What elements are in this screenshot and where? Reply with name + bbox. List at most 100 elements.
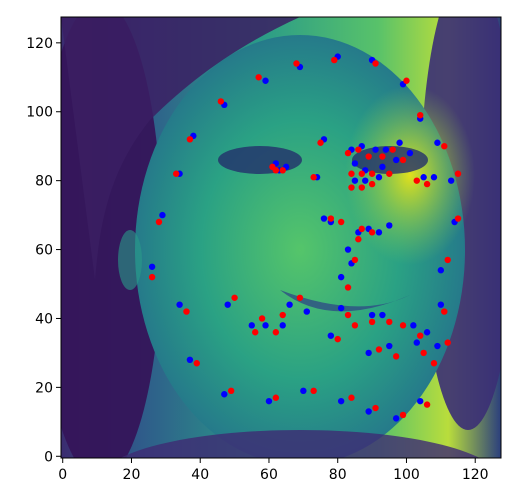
keypoint-marker [396, 139, 403, 146]
keypoint-marker [399, 411, 407, 419]
keypoint-marker [372, 60, 379, 67]
keypoint-marker [327, 332, 335, 339]
keypoint-marker [279, 311, 286, 319]
keypoint-marker [413, 339, 420, 346]
keypoint-marker [217, 98, 225, 105]
keypoint-marker [348, 170, 355, 177]
keypoint-marker [399, 322, 407, 329]
keypoint-marker [430, 174, 438, 181]
keypoint-marker [279, 167, 286, 174]
keypoint-marker [227, 387, 235, 395]
keypoint-marker [252, 329, 259, 336]
keypoint-marker [417, 111, 424, 119]
keypoint-marker [272, 329, 280, 336]
keypoint-marker [386, 222, 393, 229]
keypoint-marker [337, 273, 345, 281]
keypoint-marker [437, 301, 445, 308]
keypoint-marker [372, 404, 379, 412]
keypoint-marker [172, 170, 180, 177]
x-tick-label: 20 [123, 467, 141, 483]
keypoint-marker [348, 184, 355, 191]
keypoint-marker [444, 256, 451, 264]
keypoint-marker [410, 322, 417, 329]
keypoint-marker [344, 149, 352, 157]
x-tick-label: 80 [329, 467, 347, 483]
keypoint-marker [317, 139, 324, 146]
keypoint-marker [406, 149, 414, 157]
keypoint-marker [379, 153, 386, 160]
keypoint-marker [437, 267, 445, 274]
keypoint-markers [148, 53, 462, 422]
keypoint-marker [258, 315, 266, 322]
y-axis: 0 20 40 60 80 100 120 [26, 36, 61, 465]
keypoint-marker [327, 215, 335, 222]
keypoint-marker [176, 301, 183, 308]
keypoint-marker [423, 180, 431, 188]
keypoint-marker [255, 74, 262, 81]
keypoint-marker [348, 394, 355, 401]
keypoint-marker [368, 180, 376, 188]
keypoint-marker [344, 311, 352, 319]
keypoint-marker [430, 360, 438, 367]
keypoint-marker [365, 153, 372, 160]
keypoint-marker [382, 146, 390, 153]
keypoint-marker [159, 211, 166, 219]
keypoint-marker [389, 146, 396, 153]
keypoint-marker [420, 174, 427, 181]
y-tick-label: 100 [26, 105, 53, 121]
keypoint-marker [368, 229, 376, 236]
keypoint-marker [272, 394, 280, 401]
keypoint-marker [186, 136, 194, 143]
keypoint-marker [148, 263, 156, 270]
keypoint-marker [379, 163, 386, 171]
plot-frame [60, 16, 502, 459]
keypoint-marker [420, 349, 427, 357]
keypoint-marker [355, 146, 362, 153]
keypoint-marker [375, 346, 383, 353]
y-tick-label: 40 [35, 311, 53, 327]
keypoint-marker [413, 177, 420, 184]
keypoint-marker [441, 308, 448, 315]
keypoint-marker [186, 356, 194, 364]
keypoint-marker [365, 408, 372, 415]
keypoint-marker [375, 174, 383, 181]
keypoint-marker [351, 160, 359, 167]
keypoint-marker [224, 301, 231, 308]
keypoint-marker [183, 308, 190, 315]
y-tick-label: 120 [26, 36, 53, 52]
keypoint-marker [403, 77, 410, 84]
keypoint-marker [320, 215, 328, 222]
keypoint-marker [262, 77, 269, 84]
keypoint-marker [300, 387, 307, 395]
keypoint-marker [337, 304, 345, 312]
keypoint-marker [293, 60, 300, 67]
keypoint-marker [386, 170, 393, 177]
keypoint-marker [365, 349, 372, 357]
keypoint-marker [351, 256, 359, 264]
keypoint-marker [310, 174, 317, 181]
keypoint-marker [423, 401, 431, 408]
keypoint-marker [372, 146, 379, 153]
y-tick-label: 80 [35, 174, 53, 190]
keypoint-marker [392, 353, 400, 360]
keypoint-marker [399, 156, 407, 164]
keypoint-marker [454, 170, 462, 177]
keypoint-marker [444, 339, 451, 346]
keypoint-marker [303, 308, 310, 315]
keypoint-marker [417, 332, 424, 339]
keypoint-marker [386, 318, 393, 326]
y-tick-label: 0 [44, 449, 53, 465]
y-tick-label: 60 [35, 243, 53, 259]
x-tick-label: 120 [462, 467, 489, 483]
keypoint-marker [434, 139, 441, 146]
keypoint-marker [386, 342, 393, 350]
keypoint-marker [358, 225, 365, 233]
keypoint-marker [368, 311, 376, 319]
x-tick-label: 40 [191, 467, 209, 483]
keypoint-marker [392, 156, 400, 164]
keypoint-marker [331, 56, 338, 64]
keypoint-marker [434, 342, 441, 350]
keypoint-marker [368, 170, 376, 177]
keypoint-marker [375, 229, 383, 236]
